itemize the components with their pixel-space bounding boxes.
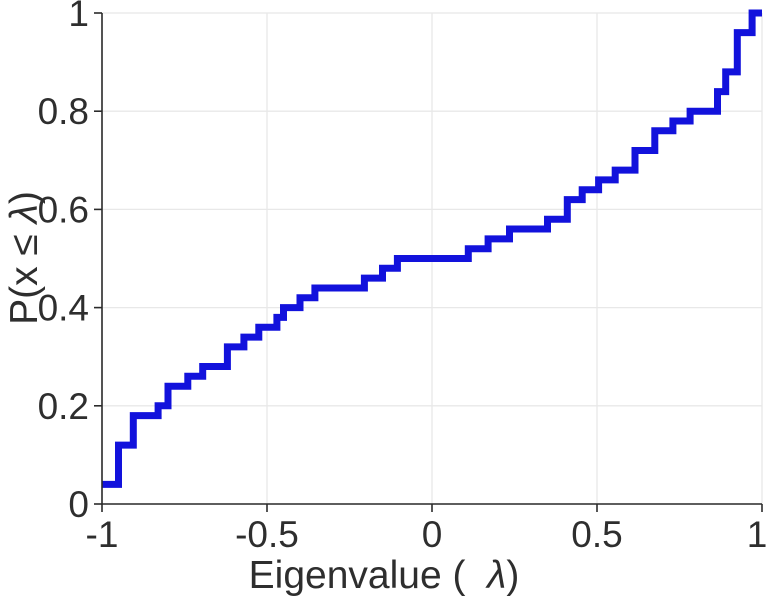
y-tick-label: 0.4 bbox=[38, 288, 89, 329]
x-tick-label: 0.5 bbox=[571, 514, 622, 555]
x-axis-lambda-symbol: λ bbox=[487, 554, 507, 597]
x-tick-label: 0 bbox=[422, 514, 443, 555]
y-tick-label: 0 bbox=[68, 484, 89, 525]
y-axis-label-text: P(x bbox=[3, 255, 46, 325]
y-tick-label: 0.6 bbox=[38, 189, 89, 230]
y-axis-label: P(x ≤ λ) bbox=[3, 88, 46, 428]
x-axis-label: Eigenvalue ( λ) bbox=[0, 556, 768, 595]
x-tick-label: -0.5 bbox=[235, 514, 299, 555]
y-axis-label-space bbox=[3, 223, 46, 234]
y-tick-label: 1 bbox=[68, 0, 89, 34]
y-tick-label: 0.8 bbox=[38, 91, 89, 132]
x-axis-label-close: ) bbox=[506, 554, 520, 597]
axes bbox=[94, 12, 763, 512]
y-tick-label: 0.2 bbox=[38, 386, 89, 427]
y-axis-lambda-symbol: λ bbox=[3, 204, 46, 224]
x-axis-label-text: Eigenvalue ( bbox=[248, 554, 488, 597]
leq-symbol: ≤ bbox=[3, 234, 46, 256]
x-tick-label: 1 bbox=[747, 514, 768, 555]
ecdf-curve bbox=[102, 9, 762, 488]
y-tick-labels: 0 0.2 0.4 0.6 0.8 1 bbox=[38, 0, 89, 525]
x-tick-label: -1 bbox=[86, 514, 119, 555]
y-axis-label-close: ) bbox=[3, 191, 46, 205]
x-tick-labels: -1 -0.5 0 0.5 1 bbox=[86, 514, 768, 555]
